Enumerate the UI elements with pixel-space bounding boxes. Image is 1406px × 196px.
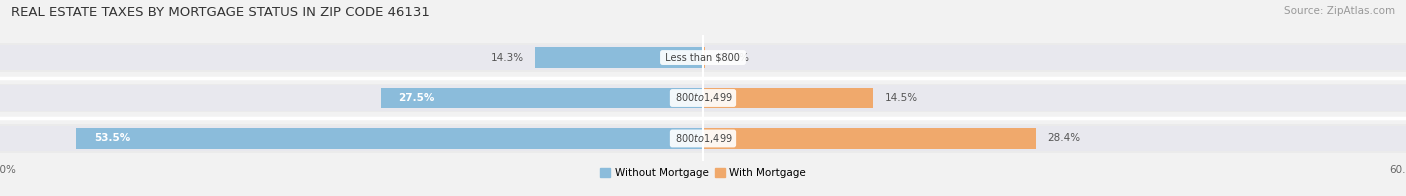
- Text: 14.5%: 14.5%: [884, 93, 918, 103]
- Text: $800 to $1,499: $800 to $1,499: [672, 132, 734, 145]
- Bar: [0, 124, 1406, 153]
- Bar: [703, 45, 1406, 70]
- Bar: [381, 88, 703, 108]
- Bar: [703, 128, 1036, 149]
- Bar: [703, 126, 1406, 151]
- Legend: Without Mortgage, With Mortgage: Without Mortgage, With Mortgage: [600, 168, 806, 178]
- Bar: [0, 85, 703, 111]
- Text: Less than $800: Less than $800: [662, 53, 744, 63]
- Text: 53.5%: 53.5%: [94, 133, 129, 143]
- Bar: [76, 128, 703, 149]
- Bar: [0, 126, 703, 151]
- Text: 0.18%: 0.18%: [717, 53, 749, 63]
- Bar: [0, 45, 703, 70]
- Text: Source: ZipAtlas.com: Source: ZipAtlas.com: [1284, 6, 1395, 16]
- Bar: [703, 88, 873, 108]
- Text: 27.5%: 27.5%: [398, 93, 434, 103]
- Bar: [703, 85, 1406, 111]
- Text: 28.4%: 28.4%: [1047, 133, 1081, 143]
- Bar: [0, 84, 1406, 112]
- Bar: [536, 47, 703, 68]
- Bar: [0, 43, 1406, 72]
- Text: 14.3%: 14.3%: [491, 53, 524, 63]
- Text: REAL ESTATE TAXES BY MORTGAGE STATUS IN ZIP CODE 46131: REAL ESTATE TAXES BY MORTGAGE STATUS IN …: [11, 6, 430, 19]
- Text: $800 to $1,499: $800 to $1,499: [672, 92, 734, 104]
- Bar: [703, 47, 706, 68]
